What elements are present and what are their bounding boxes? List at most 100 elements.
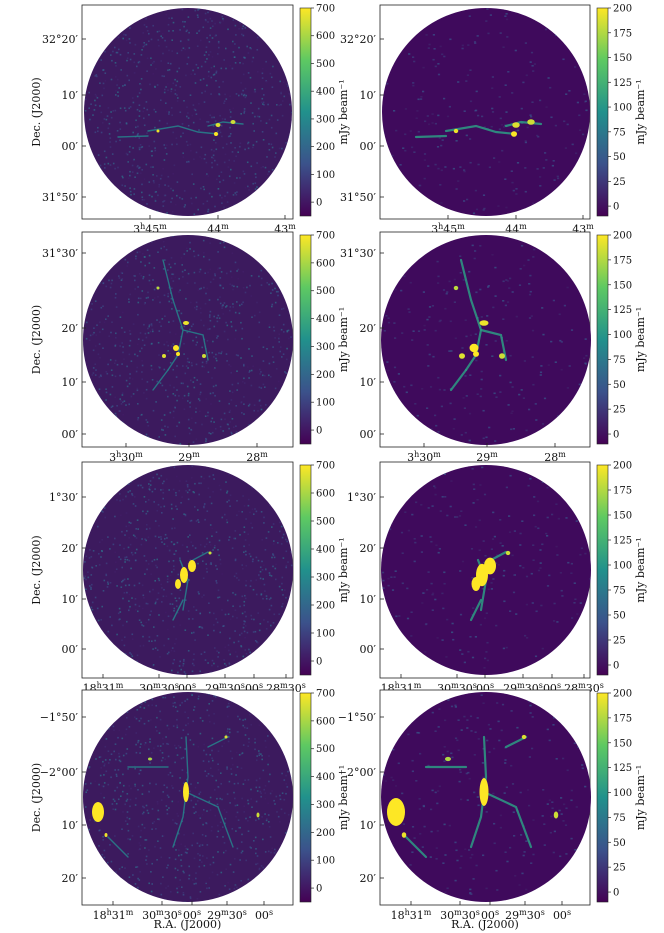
colorbar-tick-label: 400 — [316, 772, 335, 783]
colorbar-tick-label: 600 — [316, 258, 335, 269]
noise-field — [382, 8, 590, 216]
y-tick-label: 10′ — [62, 593, 79, 606]
y-tick-label: 32°20′ — [42, 33, 78, 46]
y-tick-label: −1°50′ — [338, 711, 377, 724]
y-tick-label: 20′ — [360, 542, 377, 555]
y-tick-label: 32°20′ — [340, 33, 376, 46]
colorbar — [596, 464, 609, 676]
y-tick-label: 10′ — [360, 819, 377, 832]
emission-clump — [553, 811, 559, 819]
colorbar-tick-label: 100 — [316, 170, 335, 181]
filaments — [152, 259, 209, 391]
emission-clump — [173, 345, 179, 351]
colorbar-tick-label: 200 — [613, 4, 632, 15]
emission-clump — [188, 560, 196, 572]
colorbar-tick-label: 50 — [613, 152, 626, 163]
colorbar-label: mJy beam⁻¹ — [337, 79, 350, 144]
x-tick-label: 00s​ — [553, 908, 571, 922]
y-tick-label: 31°30′ — [340, 247, 376, 260]
panel-wavelength-label: 850 µm — [387, 247, 414, 256]
colorbar-tick-label: 50 — [613, 838, 626, 849]
colorbar-tick-label: 600 — [316, 716, 335, 727]
colorbar-tick-label: 75 — [613, 355, 626, 366]
y-tick-label: 10′ — [360, 89, 377, 102]
emission-clump — [104, 833, 108, 837]
emission-clump — [445, 756, 451, 762]
colorbar-tick-label: 125 — [613, 536, 632, 547]
emission-clump — [162, 354, 166, 358]
y-tick-label: 1°30′ — [49, 491, 78, 504]
x-tick-label: 30m​30s​ — [440, 908, 480, 922]
panel-wavelength-label: 850 µm — [387, 20, 414, 29]
emission-clump — [512, 122, 520, 128]
colorbar-tick-label: 0 — [316, 426, 322, 437]
colorbar — [299, 7, 312, 217]
colorbar-tick-label: 175 — [613, 28, 632, 39]
colorbar-tick-label: 150 — [613, 511, 632, 522]
y-tick-label: 31°50′ — [42, 191, 78, 204]
y-tick-label: 10′ — [360, 593, 377, 606]
colorbar — [596, 234, 609, 445]
colorbar-tick-label: 75 — [613, 127, 626, 138]
colorbar-tick-label: 100 — [613, 330, 632, 341]
colorbar-tick-label: 0 — [316, 884, 322, 895]
colorbar — [596, 7, 609, 217]
y-tick-label: 00′ — [62, 643, 79, 656]
panel-region-label: Serp M — [89, 467, 115, 476]
x-tick-label: 18h​31m​ — [391, 908, 432, 922]
colorbar-tick-label: 200 — [613, 461, 632, 472]
emission-clump — [215, 123, 221, 127]
emission-clump — [208, 551, 212, 555]
colorbar-tick-label: 200 — [316, 142, 335, 153]
emission-clump — [453, 128, 459, 134]
y-axis-label: Dec. (J2000) — [30, 535, 43, 604]
colorbar-tick-label: 75 — [613, 586, 626, 597]
x-tick-label: 29m​30s​ — [207, 908, 247, 922]
colorbar-tick-label: 75 — [613, 813, 626, 824]
map-disc — [83, 465, 293, 675]
y-tick-label: 00′ — [360, 140, 377, 153]
panel-region-label: Serp M — [387, 467, 413, 476]
colorbar-tick-label: 200 — [613, 231, 632, 242]
y-tick-label: 31°50′ — [340, 191, 376, 204]
emission-clump — [176, 352, 180, 356]
colorbar — [299, 234, 312, 445]
y-tick-label: 00′ — [360, 428, 377, 441]
colorbar-tick-label: 0 — [613, 430, 619, 441]
colorbar-tick-label: 175 — [613, 713, 632, 724]
y-tick-label: 31°30′ — [42, 247, 78, 260]
colorbar-tick-label: 500 — [316, 59, 335, 70]
y-tick-label: −1°50′ — [40, 711, 79, 724]
colorbar-tick-label: 300 — [316, 342, 335, 353]
panel-wavelength-label: 450 µm — [89, 247, 116, 256]
colorbar-tick-label: 300 — [316, 800, 335, 811]
colorbar-label: mJy beam⁻¹ — [337, 307, 350, 372]
panel-region-label: Serp S — [387, 695, 411, 704]
emission-clump — [471, 577, 481, 591]
colorbar-tick-label: 0 — [316, 657, 322, 668]
y-tick-label: 00′ — [62, 140, 79, 153]
emission-clump — [479, 320, 489, 326]
emission-clump — [527, 119, 535, 125]
emission-clump — [92, 802, 104, 822]
y-tick-label: 20′ — [360, 322, 377, 335]
x-tick-label: 28m​ — [544, 450, 566, 464]
panel-region-label: IC 348 — [89, 10, 113, 19]
colorbar-tick-label: 200 — [613, 689, 632, 700]
emission-clump — [459, 353, 465, 359]
x-tick-label: 29m​ — [476, 450, 498, 464]
y-tick-label: −2°00′ — [338, 766, 377, 779]
colorbar-tick-label: 400 — [316, 545, 335, 556]
y-tick-label: 10′ — [62, 89, 79, 102]
colorbar-tick-label: 300 — [316, 114, 335, 125]
emission-clump — [473, 351, 479, 357]
x-tick-label: 29m​30s​ — [505, 908, 545, 922]
colorbar-tick-label: 0 — [613, 202, 619, 213]
x-axis-label: R.A. (J2000) — [451, 918, 519, 931]
panel-wavelength-label: 850 µm — [387, 705, 414, 714]
y-tick-label: 10′ — [62, 819, 79, 832]
y-tick-label: 20′ — [360, 872, 377, 885]
